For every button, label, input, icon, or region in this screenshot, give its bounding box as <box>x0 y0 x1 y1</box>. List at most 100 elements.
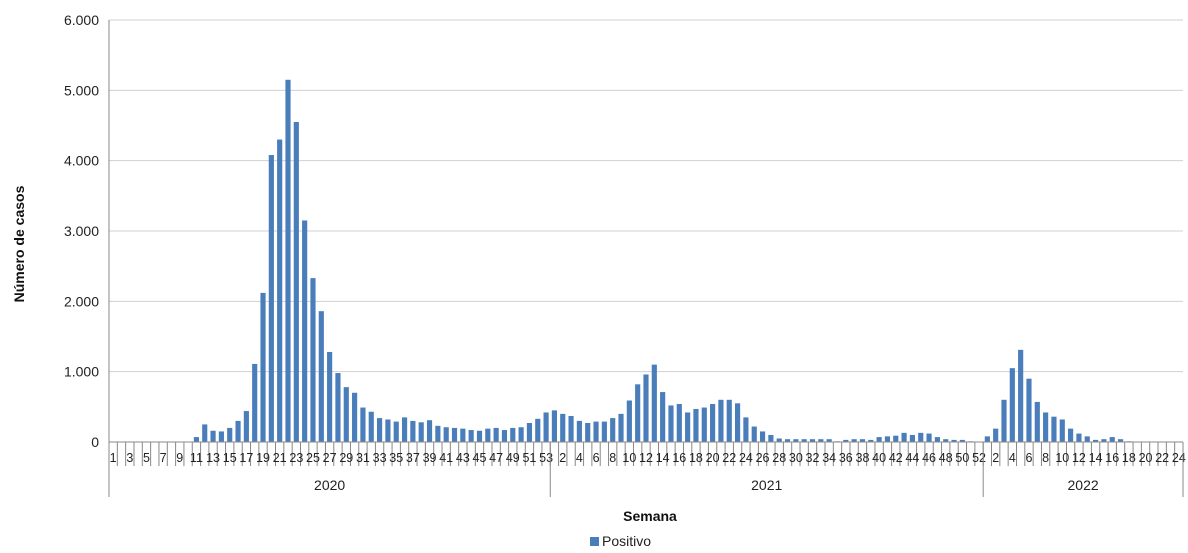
x-tick-label: 35 <box>389 451 403 465</box>
x-tick-label: 32 <box>806 451 820 465</box>
legend-swatch <box>590 537 599 546</box>
bar <box>759 431 766 442</box>
x-tick-label: 7 <box>160 451 167 465</box>
x-tick-label: 16 <box>672 451 686 465</box>
bar <box>660 392 666 442</box>
bar <box>277 139 283 442</box>
bar <box>993 428 999 442</box>
x-tick-label: 5 <box>143 451 150 465</box>
bar <box>859 439 866 442</box>
x-tick-label: 40 <box>872 451 886 465</box>
x-tick-label: 37 <box>406 451 420 465</box>
bar <box>485 428 491 442</box>
x-tick-label: 28 <box>772 451 786 465</box>
bar <box>435 425 441 442</box>
bar <box>793 439 799 442</box>
bar <box>685 412 691 442</box>
bar <box>701 407 707 442</box>
bar <box>535 418 541 442</box>
x-tick-label: 31 <box>356 451 370 465</box>
bar <box>951 439 957 442</box>
x-tick-label: 42 <box>889 451 903 465</box>
year-label: 2020 <box>314 477 345 493</box>
bar <box>851 439 857 442</box>
bar <box>901 432 907 442</box>
x-tick-label: 3 <box>126 451 133 465</box>
bar <box>651 364 657 442</box>
x-tick-label: 19 <box>256 451 270 465</box>
bar <box>1034 401 1040 442</box>
x-tick-label: 33 <box>373 451 387 465</box>
bar <box>884 436 891 442</box>
bar <box>252 363 258 442</box>
bar <box>809 439 816 442</box>
bar <box>1068 428 1074 442</box>
y-tick-label: 3.000 <box>64 223 99 239</box>
bar <box>751 426 757 442</box>
bar <box>1043 412 1049 442</box>
bar <box>718 399 724 442</box>
bar <box>926 433 932 442</box>
bar <box>476 430 483 442</box>
x-tick-label: 30 <box>789 451 803 465</box>
bar <box>235 420 241 442</box>
bar <box>443 427 449 442</box>
x-tick-label: 34 <box>822 451 836 465</box>
bar <box>260 292 266 442</box>
bar <box>601 421 607 442</box>
bar <box>726 399 732 442</box>
bar <box>1084 436 1090 442</box>
bar <box>918 432 924 442</box>
year-label: 2022 <box>1068 477 1099 493</box>
bar <box>293 121 299 442</box>
bar <box>1059 419 1065 442</box>
bar <box>876 437 882 442</box>
bar <box>493 427 499 442</box>
y-tick-label: 4.000 <box>64 153 99 169</box>
bar <box>202 424 208 442</box>
bar <box>934 437 940 442</box>
x-tick-label: 16 <box>1105 451 1119 465</box>
bar <box>210 430 216 442</box>
x-tick-label: 4 <box>1009 451 1016 465</box>
x-tick-label: 20 <box>706 451 720 465</box>
x-tick-label: 14 <box>1089 451 1103 465</box>
x-tick-label: 50 <box>955 451 969 465</box>
bar <box>576 420 582 442</box>
bar <box>451 427 458 442</box>
x-tick-label: 53 <box>539 451 553 465</box>
bar <box>318 311 324 442</box>
bar <box>352 392 358 442</box>
y-tick-label: 6.000 <box>64 12 99 28</box>
bar <box>735 403 741 442</box>
bar <box>1076 433 1082 442</box>
bar <box>668 405 674 442</box>
bar <box>1093 439 1099 442</box>
bar <box>327 351 333 442</box>
bar <box>385 419 391 442</box>
bar <box>826 439 832 442</box>
bar <box>626 400 632 442</box>
x-tick-label: 14 <box>656 451 670 465</box>
bar <box>784 439 791 442</box>
x-tick-label: 47 <box>489 451 503 465</box>
x-tick-label: 39 <box>423 451 437 465</box>
x-tick-label: 43 <box>456 451 470 465</box>
x-tick-label: 26 <box>756 451 770 465</box>
bar <box>368 411 374 442</box>
bar <box>1051 416 1057 442</box>
bar <box>401 417 408 442</box>
x-tick-label: 51 <box>522 451 536 465</box>
x-tick-label: 24 <box>739 451 753 465</box>
bar <box>218 431 224 442</box>
bar <box>1009 368 1015 442</box>
bar <box>801 439 807 442</box>
x-tick-label: 2 <box>992 451 999 465</box>
x-tick-label: 4 <box>576 451 583 465</box>
bar <box>693 408 699 442</box>
y-tick-label: 0 <box>91 434 99 450</box>
bar <box>909 434 915 442</box>
bar <box>360 407 366 442</box>
bar <box>526 423 533 442</box>
